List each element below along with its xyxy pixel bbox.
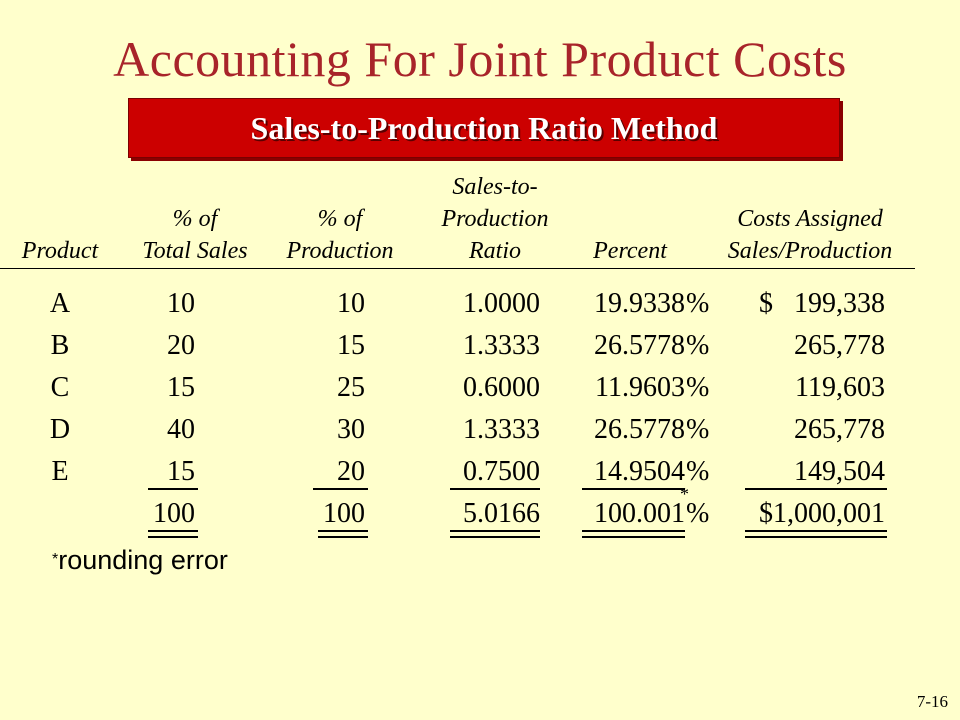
row-percent-sign: % xyxy=(686,414,710,445)
slide-number: 7-16 xyxy=(916,692,948,711)
footnote: *rounding error xyxy=(52,545,228,576)
row-pct-production: 15 xyxy=(337,330,365,361)
slide-title: Accounting For Joint Product Costs xyxy=(113,31,847,87)
row-pct-sales: 15 xyxy=(167,372,195,403)
header-pct-sales-line2: Total Sales xyxy=(142,238,248,264)
double-underline-sales xyxy=(148,536,198,538)
row-pct-production: 10 xyxy=(337,288,365,319)
row-cost-assigned: 265,778 xyxy=(794,414,885,445)
row-ratio: 0.7500 xyxy=(463,456,540,487)
row-pct-sales: 15 xyxy=(167,456,195,487)
method-banner: Sales-to-Production Ratio Method xyxy=(128,98,840,158)
row-percent-sign: % xyxy=(686,288,710,319)
total-percent: 100.001 xyxy=(594,498,685,529)
row-product: C xyxy=(50,372,70,403)
total-ratio: 5.0166 xyxy=(463,498,540,529)
single-underline-sales xyxy=(148,488,198,490)
row-percent: 11.9603 xyxy=(595,372,685,403)
total-pct-sales: 100 xyxy=(153,498,195,529)
row-ratio: 1.0000 xyxy=(463,288,540,319)
double-underline-sales xyxy=(148,530,198,532)
row-cost-assigned: $ 199,338 xyxy=(759,288,885,319)
total-cost-assigned: $1,000,001 xyxy=(759,498,885,529)
row-percent: 14.9504 xyxy=(594,456,685,487)
header-ratio-line3: Ratio xyxy=(469,238,521,264)
double-underline-cost xyxy=(745,530,887,532)
row-pct-sales: 20 xyxy=(167,330,195,361)
row-pct-sales: 40 xyxy=(167,414,195,445)
row-percent: 19.9338 xyxy=(594,288,685,319)
row-cost-assigned: 265,778 xyxy=(794,330,885,361)
row-product: A xyxy=(49,288,71,319)
header-product: Product xyxy=(21,238,99,264)
single-underline-cost xyxy=(745,488,887,490)
row-ratio: 0.6000 xyxy=(463,372,540,403)
header-pct-sales-line1: % of xyxy=(172,206,218,232)
row-percent-sign: % xyxy=(686,456,710,487)
row-cost-assigned: 149,504 xyxy=(794,456,885,487)
row-percent: 26.5778 xyxy=(594,414,685,445)
header-ratio-line1: Sales-to- xyxy=(452,174,538,200)
row-pct-production: 30 xyxy=(337,414,365,445)
footnote-text: rounding error xyxy=(58,545,228,575)
single-underline-ratio xyxy=(450,488,540,490)
double-underline-cost xyxy=(745,536,887,538)
row-percent-sign: % xyxy=(686,330,710,361)
rounding-asterisk: * xyxy=(680,484,689,504)
double-underline-production xyxy=(318,536,368,538)
row-pct-production: 25 xyxy=(337,372,365,403)
row-pct-sales: 10 xyxy=(167,288,195,319)
row-product: E xyxy=(51,456,69,487)
single-underline-percent xyxy=(582,488,685,490)
total-percent-sign: % xyxy=(686,498,710,529)
header-pct-prod-line2: Production xyxy=(286,238,394,264)
header-costs-line2: Sales/Production xyxy=(727,238,893,264)
header-pct-prod-line1: % of xyxy=(317,206,363,232)
header-rule xyxy=(0,268,915,269)
double-underline-ratio xyxy=(450,536,540,538)
row-product: B xyxy=(50,330,70,361)
row-product: D xyxy=(49,414,71,445)
header-ratio-line2: Production xyxy=(441,206,549,232)
double-underline-percent xyxy=(582,536,685,538)
header-percent: Percent xyxy=(593,238,667,264)
double-underline-production xyxy=(318,530,368,532)
row-percent-sign: % xyxy=(686,372,710,403)
header-costs-line1: Costs Assigned xyxy=(737,206,883,232)
single-underline-production xyxy=(313,488,368,490)
row-ratio: 1.3333 xyxy=(463,414,540,445)
row-ratio: 1.3333 xyxy=(463,330,540,361)
row-percent: 26.5778 xyxy=(594,330,685,361)
row-cost-assigned: 119,603 xyxy=(795,372,885,403)
footnote-asterisk: * xyxy=(52,551,59,568)
row-pct-production: 20 xyxy=(337,456,365,487)
double-underline-ratio xyxy=(450,530,540,532)
total-pct-production: 100 xyxy=(323,498,365,529)
double-underline-percent xyxy=(582,530,685,532)
